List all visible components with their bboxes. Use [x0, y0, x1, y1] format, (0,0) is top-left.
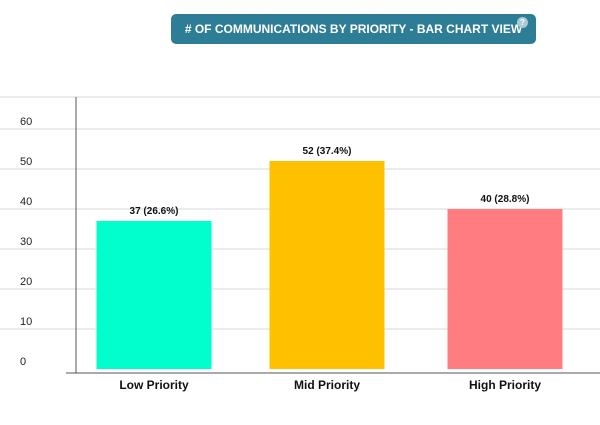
bar-data-labels: 37 (26.6%) 52 (37.4%) 40 (28.8%)	[130, 146, 530, 217]
bar-mid-priority[interactable]	[269, 161, 385, 369]
bars	[96, 161, 563, 369]
category-label-0: Low Priority	[119, 378, 189, 392]
chart-title-banner: # OF COMMUNICATIONS BY PRIORITY - BAR CH…	[171, 14, 536, 44]
y-tick-label-50: 50	[20, 156, 32, 168]
category-label-1: Mid Priority	[294, 378, 360, 392]
bar-low-priority[interactable]	[96, 221, 212, 369]
data-label-2: 40 (28.8%)	[481, 194, 530, 205]
y-tick-label-10: 10	[20, 316, 32, 328]
category-label-2: High Priority	[469, 378, 541, 392]
x-axis-categories: Low Priority Mid Priority High Priority	[119, 378, 541, 392]
data-label-1: 52 (37.4%)	[303, 146, 352, 157]
bar-high-priority[interactable]	[447, 209, 563, 369]
y-tick-label-40: 40	[20, 196, 32, 208]
y-tick-label-20: 20	[20, 276, 32, 288]
help-icon[interactable]: ?	[517, 17, 528, 28]
data-label-0: 37 (26.6%)	[130, 206, 179, 217]
y-tick-label-30: 30	[20, 236, 32, 248]
y-tick-label-60: 60	[20, 116, 32, 128]
chart-title: # OF COMMUNICATIONS BY PRIORITY - BAR CH…	[184, 22, 523, 36]
y-axis-ticks: 0 10 20 30 40 50 60	[20, 116, 32, 368]
y-tick-label-0: 0	[20, 356, 26, 368]
